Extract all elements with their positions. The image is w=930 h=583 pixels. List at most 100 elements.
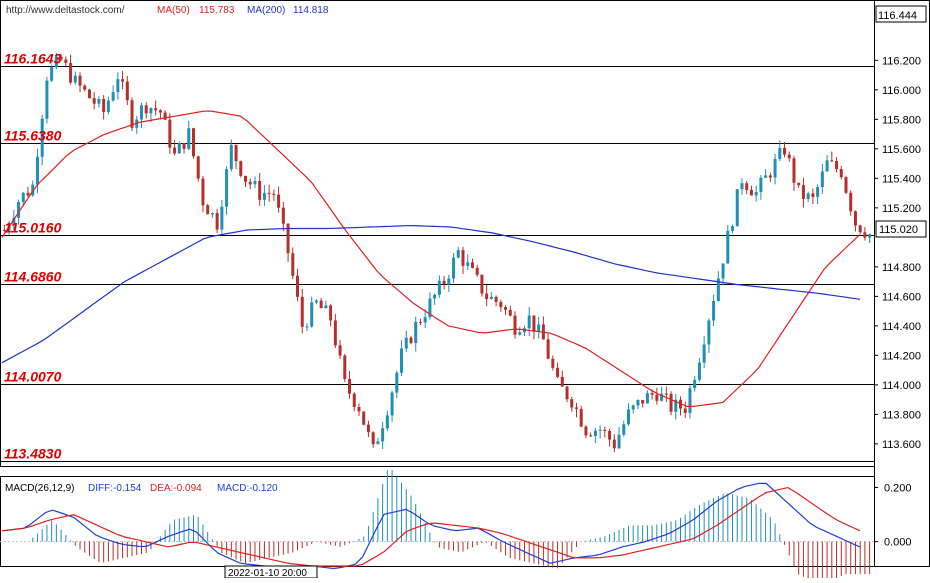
candle-body [759,177,763,192]
candle-body [702,344,706,363]
candle-body [735,189,739,227]
candle-body [239,161,243,176]
candle-body [664,393,668,395]
candle-body [154,108,158,111]
candle-body [839,169,843,178]
candlesticks [2,52,872,453]
candle-body [333,320,337,346]
candle-body [518,332,522,335]
candle-body [712,300,716,321]
price-tick-label: 113.600 [882,439,921,451]
candle-body [244,175,248,182]
candle-body [504,307,508,310]
candle-body [191,128,195,157]
candle-body [31,184,35,196]
candle-body [778,147,782,160]
candle-body [267,193,271,195]
candle-body [210,213,214,215]
macd-tick-label: 0.200 [884,482,912,494]
candle-body [645,393,649,404]
candle-body [45,80,49,119]
candle-body [277,194,281,208]
macd-title: MACD(26,12,9) [5,483,74,494]
candle-body [272,193,276,195]
macd-axis-ticks: 0.200 0.000 [874,482,912,549]
candle-body [400,348,404,373]
candle-body [726,230,730,264]
candle-body [338,345,342,356]
candle-body [565,386,569,400]
candle-body [452,257,456,279]
candle-body [466,262,470,266]
level-label: 114.0070 [4,369,62,385]
candle-body [385,415,389,429]
level-label: 116.1643 [4,51,62,67]
candle-body [480,274,484,294]
candle-body [603,429,607,431]
candle-body [811,193,815,197]
candle-body [173,147,177,154]
candle-body [234,145,238,162]
candle-body [111,92,115,101]
candle-body [608,430,612,440]
candle-body [537,324,541,332]
candle-body [740,183,744,190]
candle-body [754,191,758,196]
candle-body [773,159,777,178]
candle-body [102,99,106,113]
price-tick-label: 115.600 [882,144,921,156]
candle-body [749,190,753,196]
candle-body [660,393,664,401]
ma200-value: 114.818 [293,5,329,16]
candle-body [428,298,432,318]
level-label: 115.0160 [4,220,62,236]
candle-body [650,393,654,395]
candle-body [475,267,479,275]
candle-body [598,429,602,431]
candle-body [130,100,134,128]
candle-body [371,432,375,445]
candle-body [97,99,101,104]
candle-body [414,321,418,344]
price-tick-label: 116.000 [882,85,921,97]
candle-body [229,145,233,170]
candle-body [418,321,422,323]
candle-body [50,67,54,81]
ma200-label: MA(200) [247,5,285,16]
candle-body [447,278,451,285]
candle-body [683,408,687,413]
candle-body [626,409,630,425]
candle-body [324,305,328,309]
candle-body [527,315,531,329]
candle-body [116,79,120,93]
candle-body [296,275,300,297]
candle-body [764,175,768,178]
moving-averages [1,110,861,408]
price-tick-label: 116.200 [882,55,921,67]
candle-body [12,217,16,225]
candle-body [570,399,574,408]
candle-body [220,206,224,230]
candle-body [716,278,720,301]
candle-body [59,56,63,60]
candle-body [532,315,536,332]
candle-body [201,178,205,206]
candle-body [792,158,796,183]
ma50-line [1,110,861,408]
candle-body [442,280,446,285]
candle-body [423,317,427,323]
candle-body [357,406,361,412]
candle-body [589,435,593,437]
candle-body [149,108,153,114]
candle-body [806,193,810,199]
candle-body [622,424,626,435]
candle-body [513,315,517,335]
candle-body [182,143,186,149]
candle-body [631,405,635,410]
candle-body [177,143,181,154]
price-tick-label: 114.800 [882,262,921,274]
candle-body [745,183,749,191]
candle-body [78,75,82,86]
